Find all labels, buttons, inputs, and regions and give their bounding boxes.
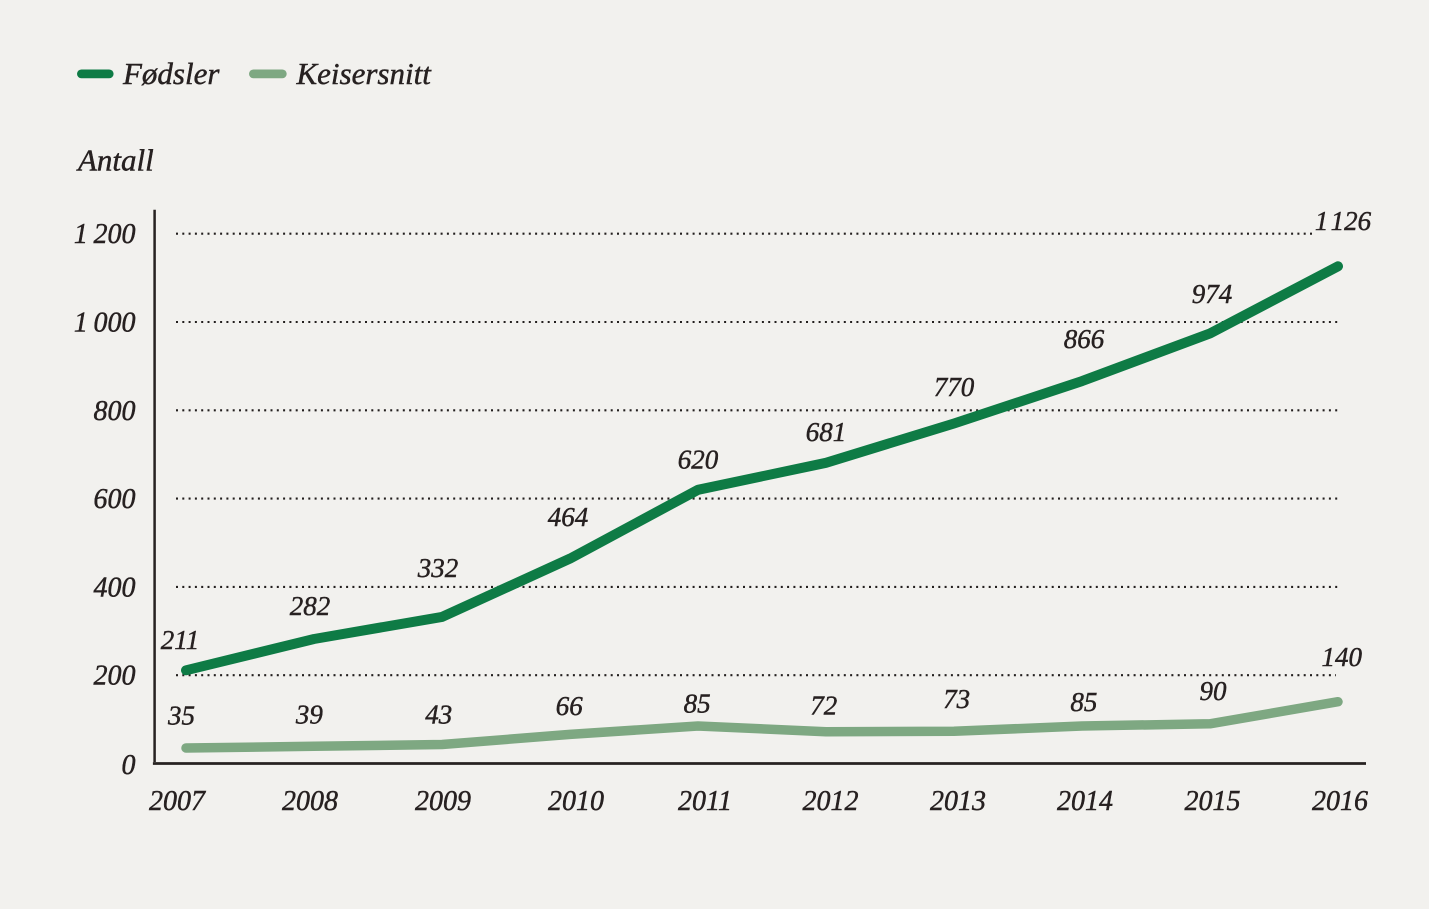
svg-text:2007: 2007 <box>149 786 206 817</box>
svg-text:Antall: Antall <box>76 143 154 178</box>
svg-text:464: 464 <box>548 502 589 532</box>
svg-text:2009: 2009 <box>415 786 471 817</box>
svg-text:1 200: 1 200 <box>74 219 136 250</box>
svg-text:1 126: 1 126 <box>1315 206 1372 236</box>
svg-text:2012: 2012 <box>803 786 859 817</box>
svg-text:43: 43 <box>425 700 452 730</box>
svg-text:620: 620 <box>678 445 719 475</box>
svg-text:600: 600 <box>94 484 136 515</box>
svg-text:2011: 2011 <box>678 786 732 817</box>
svg-text:72: 72 <box>810 691 837 721</box>
svg-text:90: 90 <box>1200 676 1228 706</box>
svg-text:73: 73 <box>943 684 970 714</box>
svg-text:35: 35 <box>167 701 195 731</box>
svg-text:332: 332 <box>417 553 459 583</box>
svg-text:770: 770 <box>934 372 975 402</box>
svg-text:2015: 2015 <box>1185 786 1241 817</box>
svg-text:681: 681 <box>806 417 847 447</box>
svg-text:200: 200 <box>94 661 136 692</box>
svg-text:140: 140 <box>1321 642 1362 672</box>
svg-text:66: 66 <box>556 691 584 721</box>
svg-text:Keisersnitt: Keisersnitt <box>296 56 433 91</box>
svg-text:974: 974 <box>1192 279 1233 309</box>
svg-text:2014: 2014 <box>1057 786 1113 817</box>
svg-text:0: 0 <box>122 750 136 781</box>
svg-text:39: 39 <box>295 700 324 730</box>
svg-text:2013: 2013 <box>930 786 986 817</box>
svg-text:400: 400 <box>94 572 136 603</box>
svg-text:282: 282 <box>290 591 331 621</box>
svg-text:2016: 2016 <box>1312 786 1368 817</box>
svg-text:866: 866 <box>1064 324 1105 354</box>
svg-text:Fødsler: Fødsler <box>122 56 220 91</box>
svg-text:2008: 2008 <box>282 786 338 817</box>
svg-text:2010: 2010 <box>548 786 604 817</box>
svg-text:1 000: 1 000 <box>74 308 136 339</box>
svg-text:85: 85 <box>1070 687 1097 717</box>
svg-text:85: 85 <box>684 689 711 719</box>
svg-text:800: 800 <box>94 396 136 427</box>
svg-text:211: 211 <box>161 625 200 655</box>
